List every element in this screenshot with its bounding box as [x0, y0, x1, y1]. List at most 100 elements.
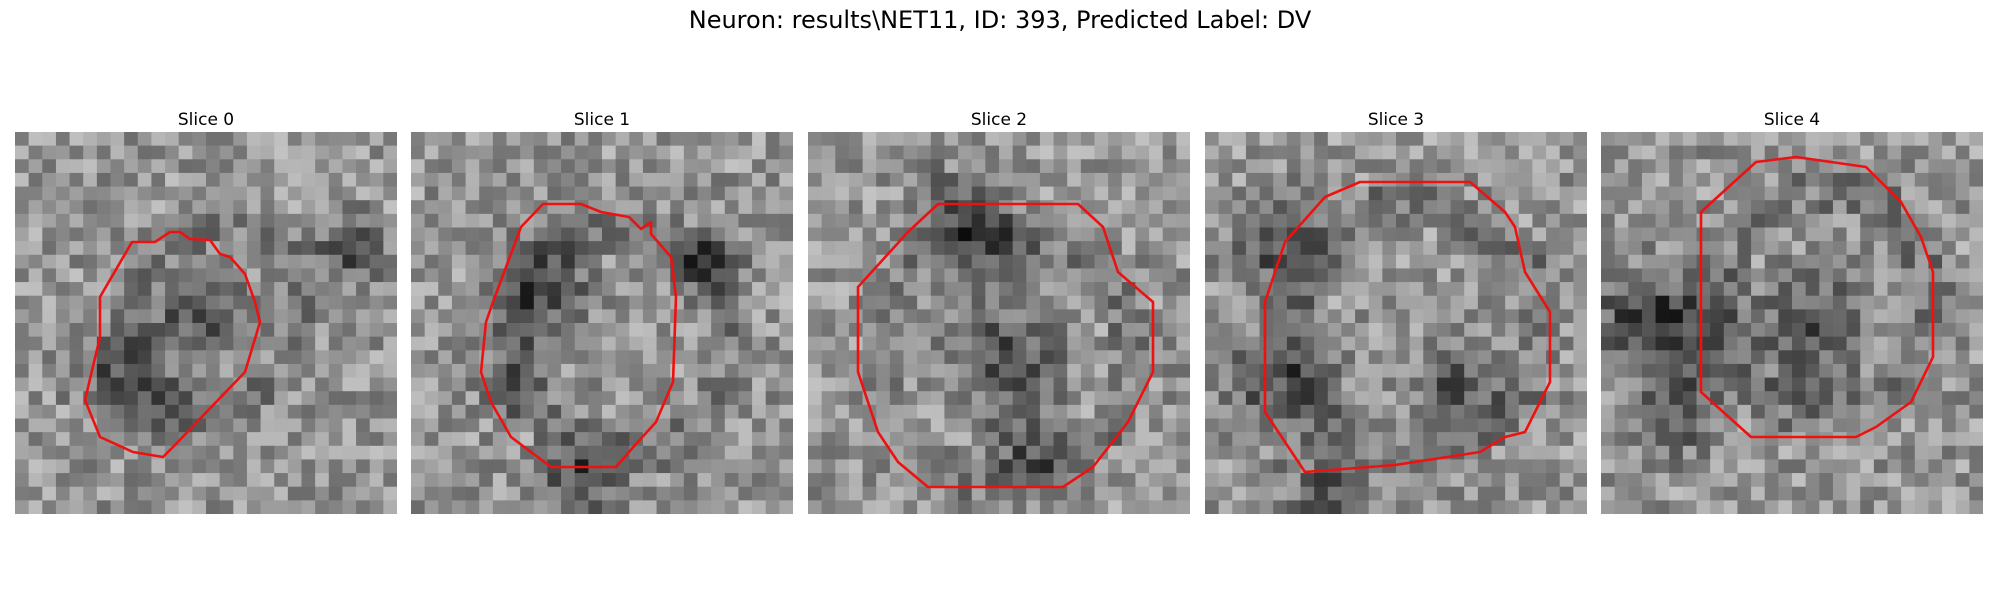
- image-pixel: [1723, 391, 1739, 406]
- image-pixel: [1532, 159, 1547, 174]
- image-pixel: [383, 391, 397, 406]
- image-pixel: [547, 172, 562, 188]
- image-pixel: [1696, 377, 1711, 392]
- image-pixel: [328, 445, 344, 461]
- image-pixel: [944, 172, 959, 188]
- image-pixel: [1559, 404, 1574, 420]
- image-pixel: [656, 323, 671, 338]
- image-pixel: [1737, 186, 1752, 201]
- image-pixel: [1873, 295, 1889, 310]
- image-pixel: [1423, 404, 1438, 420]
- image-pixel: [1614, 227, 1629, 242]
- image-pixel: [1094, 473, 1109, 488]
- image-pixel: [151, 268, 166, 283]
- image-pixel: [1026, 213, 1041, 229]
- image-pixel: [629, 159, 644, 174]
- image-pixel: [69, 132, 84, 147]
- image-pixel: [411, 500, 426, 514]
- image-pixel: [137, 432, 153, 447]
- image-pixel: [1286, 432, 1302, 447]
- image-pixel: [1518, 213, 1534, 229]
- image-pixel: [96, 172, 112, 188]
- image-pixel: [165, 268, 180, 283]
- image-pixel: [1641, 363, 1657, 379]
- image-pixel: [342, 473, 357, 488]
- image-pixel: [260, 486, 275, 501]
- slice-image: [1205, 132, 1587, 514]
- image-pixel: [1969, 500, 1983, 514]
- image-pixel: [1245, 213, 1261, 229]
- image-pixel: [1080, 486, 1096, 501]
- image-pixel: [985, 295, 1000, 310]
- image-pixel: [808, 145, 823, 160]
- image-pixel: [110, 132, 125, 147]
- image-pixel: [369, 473, 384, 488]
- image-pixel: [779, 186, 793, 201]
- image-pixel: [1108, 282, 1123, 297]
- image-pixel: [1805, 323, 1820, 338]
- image-pixel: [1846, 391, 1861, 406]
- image-pixel: [1423, 213, 1438, 229]
- image-pixel: [55, 445, 71, 461]
- image-pixel: [930, 323, 946, 338]
- image-pixel: [96, 459, 112, 474]
- image-pixel: [451, 309, 467, 324]
- image-pixel: [1436, 268, 1452, 283]
- image-pixel: [1341, 172, 1356, 188]
- image-pixel: [1300, 172, 1315, 188]
- image-pixel: [1039, 418, 1055, 433]
- image-pixel: [315, 418, 330, 433]
- image-pixel: [328, 323, 344, 338]
- image-pixel: [752, 459, 767, 474]
- image-pixel: [1655, 268, 1670, 283]
- image-pixel: [1355, 418, 1370, 433]
- image-pixel: [1464, 323, 1479, 338]
- image-pixel: [438, 404, 453, 420]
- image-pixel: [28, 486, 43, 501]
- image-pixel: [1355, 268, 1370, 283]
- image-pixel: [1396, 432, 1411, 447]
- image-pixel: [1162, 295, 1177, 310]
- image-pixel: [1108, 200, 1123, 215]
- image-pixel: [1819, 132, 1834, 147]
- image-pixel: [1860, 432, 1875, 447]
- image-pixel: [137, 418, 153, 433]
- image-pixel: [28, 241, 43, 256]
- image-pixel: [1368, 227, 1383, 242]
- image-pixel: [930, 391, 946, 406]
- image-pixel: [260, 377, 275, 392]
- image-pixel: [69, 459, 84, 474]
- image-pixel: [1080, 350, 1096, 365]
- image-pixel: [1205, 309, 1220, 324]
- image-pixel: [683, 445, 699, 461]
- image-pixel: [629, 323, 644, 338]
- image-pixel: [165, 309, 180, 324]
- image-pixel: [219, 323, 234, 338]
- image-pixel: [1382, 309, 1397, 324]
- image-pixel: [1723, 350, 1739, 365]
- image-pixel: [1778, 159, 1793, 174]
- image-pixel: [848, 363, 864, 379]
- image-pixel: [1955, 486, 1970, 501]
- image-pixel: [958, 200, 973, 215]
- image-pixel: [1751, 473, 1766, 488]
- image-pixel: [465, 473, 480, 488]
- image-pixel: [1259, 391, 1274, 406]
- image-pixel: [1477, 200, 1493, 215]
- image-pixel: [642, 363, 658, 379]
- image-pixel: [383, 159, 397, 174]
- image-pixel: [533, 363, 549, 379]
- image-pixel: [1205, 295, 1220, 310]
- image-pixel: [629, 418, 644, 433]
- image-pixel: [1901, 432, 1916, 447]
- image-pixel: [520, 432, 535, 447]
- image-pixel: [1546, 323, 1561, 338]
- image-pixel: [779, 309, 793, 324]
- image-pixel: [1436, 391, 1452, 406]
- image-pixel: [1805, 172, 1820, 188]
- image-pixel: [1382, 404, 1397, 420]
- image-pixel: [574, 432, 589, 447]
- image-pixel: [1805, 145, 1820, 160]
- image-pixel: [1409, 282, 1424, 297]
- image-pixel: [506, 132, 521, 147]
